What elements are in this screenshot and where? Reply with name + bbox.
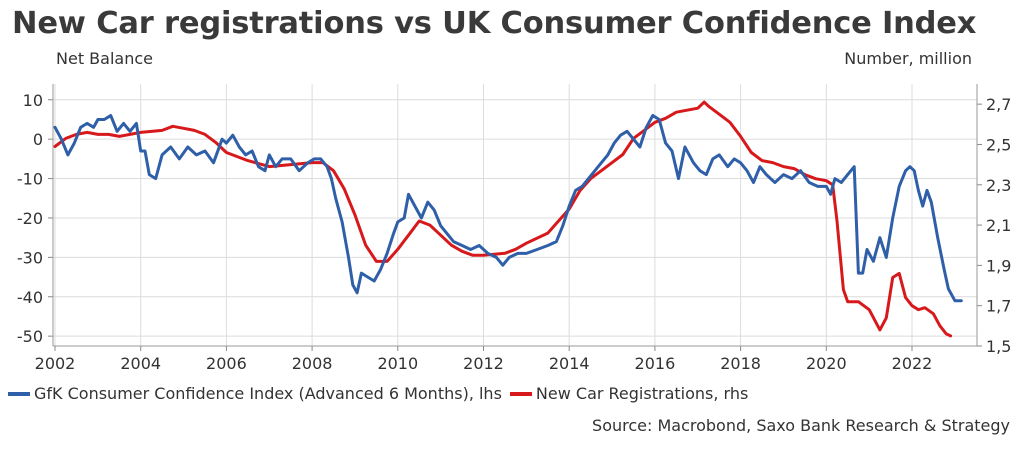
x-tick-label: 2016 xyxy=(635,354,676,373)
y-left-tick-label: -50 xyxy=(17,327,43,346)
legend-label-gfk: GfK Consumer Confidence Index (Advanced … xyxy=(34,384,502,403)
y-left-tick-label: 10 xyxy=(23,91,43,110)
series-line-gfk xyxy=(53,114,963,303)
x-tick-label: 2002 xyxy=(35,354,76,373)
x-tick-label: 2006 xyxy=(206,354,247,373)
chart-title: New Car registrations vs UK Consumer Con… xyxy=(12,6,977,41)
x-tick-label: 2004 xyxy=(120,354,161,373)
y-left-tick-label: 0 xyxy=(33,130,43,149)
y-right-tick-label: 2,5 xyxy=(986,135,1011,154)
y-left-tick-label: -10 xyxy=(17,170,43,189)
x-tick-label: 2020 xyxy=(806,354,847,373)
x-tick-label: 2022 xyxy=(892,354,933,373)
y-right-tick-label: 2,7 xyxy=(986,95,1011,114)
x-tick-label: 2018 xyxy=(720,354,761,373)
legend-swatch-new-car xyxy=(509,391,532,396)
x-tick-label: 2014 xyxy=(549,354,590,373)
series-line-new-car xyxy=(53,100,953,338)
x-tick-label: 2008 xyxy=(292,354,333,373)
y-right-tick-label: 2,1 xyxy=(986,216,1011,235)
legend-item-gfk: GfK Consumer Confidence Index (Advanced … xyxy=(8,384,502,403)
y-right-tick-label: 1,5 xyxy=(986,337,1011,356)
x-tick-label: 2012 xyxy=(463,354,504,373)
y-left-tick-label: -30 xyxy=(17,248,43,267)
legend-label-new-car: New Car Registrations, rhs xyxy=(535,384,749,403)
y-right-tick-label: 1,9 xyxy=(986,256,1011,275)
x-tick-label: 2010 xyxy=(377,354,418,373)
y-left-tick-label: -20 xyxy=(17,209,43,228)
legend-swatch-gfk xyxy=(8,391,30,396)
y-right-tick-label: 1,7 xyxy=(986,297,1011,316)
right-axis-label: Number, million xyxy=(844,49,972,68)
left-axis-label: Net Balance xyxy=(56,49,153,68)
y-left-tick-label: -40 xyxy=(17,288,43,307)
y-right-tick-label: 2,3 xyxy=(986,176,1011,195)
source-note: Source: Macrobond, Saxo Bank Research & … xyxy=(592,416,1010,435)
legend: GfK Consumer Confidence Index (Advanced … xyxy=(8,384,756,403)
legend-item-new-car: New Car Registrations, rhs xyxy=(509,384,749,403)
